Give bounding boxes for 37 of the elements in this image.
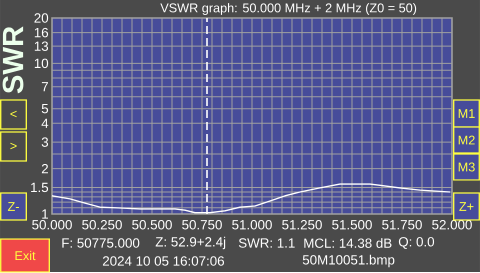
text: < bbox=[10, 110, 17, 118]
y-tick-label: 2 bbox=[42, 164, 48, 174]
x-tick-label: 50.750 bbox=[182, 220, 222, 230]
text: 50M10051.bmp bbox=[302, 254, 394, 268]
y-tick-label: 10 bbox=[34, 58, 48, 68]
text: Z+ bbox=[459, 202, 474, 212]
text: Z: 52.9+2.4j bbox=[156, 236, 226, 250]
x-tick-label: 51.500 bbox=[332, 220, 372, 230]
text: MCL: 14.38 dB bbox=[304, 238, 392, 248]
text: > bbox=[10, 142, 17, 150]
x-tick-label: 51.000 bbox=[232, 220, 272, 230]
x-tick-label: 51.250 bbox=[282, 220, 322, 230]
y-tick-label: 1.5 bbox=[31, 182, 48, 192]
y-tick-label: 16 bbox=[34, 28, 48, 38]
chart-title: VSWR graph: 50.000 MHz + 2 MHz (Z0 = 50) bbox=[160, 3, 416, 16]
y-tick-label: 7 bbox=[42, 82, 48, 92]
y-axis-title: SWR bbox=[2, 26, 24, 94]
y-tick-label: 1 bbox=[42, 210, 48, 219]
x-tick-label: 51.750 bbox=[382, 220, 422, 230]
text: M3 bbox=[458, 162, 475, 172]
text: F: 50775.000 bbox=[62, 238, 140, 248]
y-tick-label: 5 bbox=[42, 104, 48, 114]
text: Exit bbox=[15, 251, 36, 260]
text: M2 bbox=[458, 136, 475, 145]
y-tick-label: 3 bbox=[42, 138, 48, 148]
text: Z- bbox=[8, 202, 19, 212]
y-tick-label: 20 bbox=[34, 13, 48, 23]
y-tick-label: 4 bbox=[42, 118, 48, 128]
text: 2024 10 05 16:07:06 bbox=[102, 256, 224, 266]
y-tick-label: 13 bbox=[34, 42, 48, 52]
x-tick-label: 50.500 bbox=[132, 220, 172, 230]
text: Q: 0.0 bbox=[398, 237, 434, 250]
text: SWR: 1.1 bbox=[238, 238, 295, 248]
text: M1 bbox=[458, 109, 475, 118]
x-tick-label: 50.000 bbox=[32, 220, 72, 230]
x-tick-label: 50.250 bbox=[82, 220, 122, 230]
x-tick-label: 52.000 bbox=[432, 220, 472, 230]
